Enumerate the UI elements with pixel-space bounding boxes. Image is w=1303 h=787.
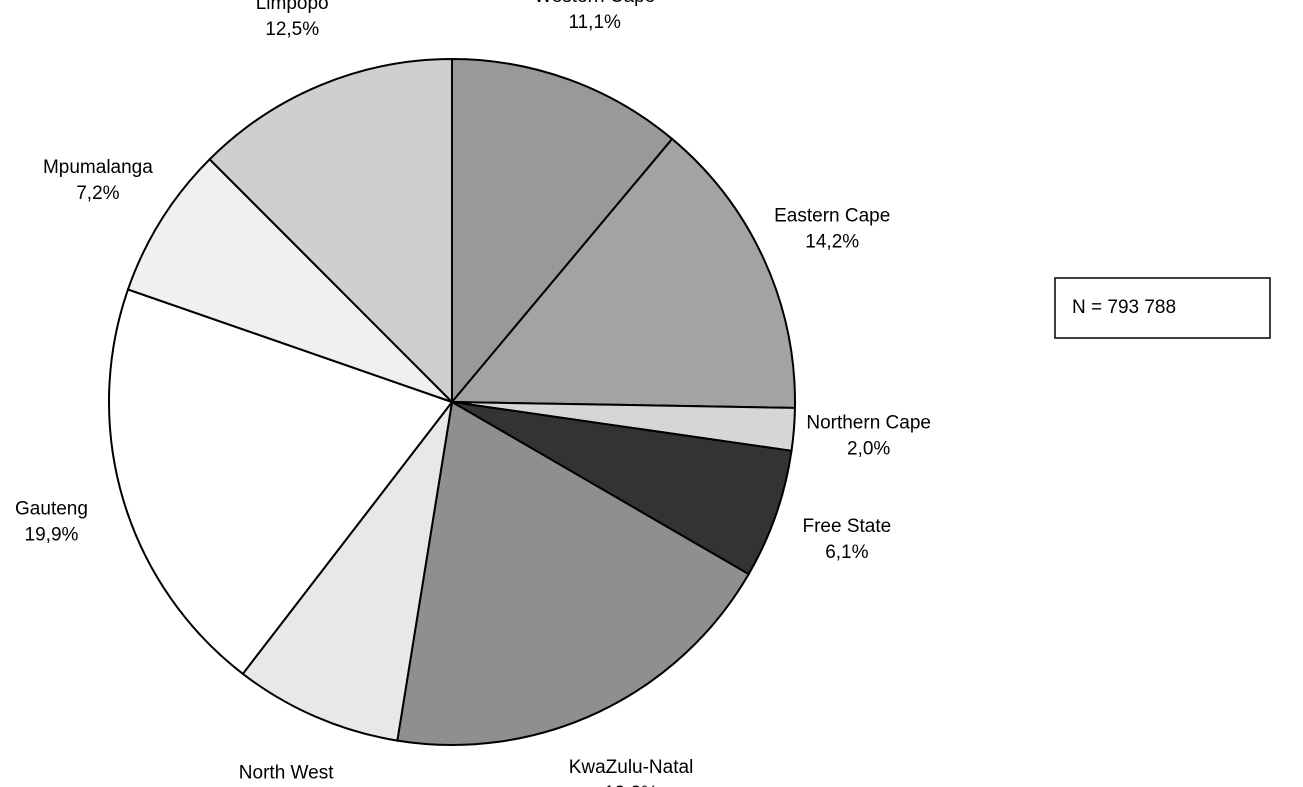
slice-label: Limpopo <box>256 0 329 14</box>
slice-label: Free State <box>803 516 892 537</box>
pie-slice <box>396 400 751 746</box>
slice-value-label: 6,1% <box>825 542 868 563</box>
slice-value-label: 7,2% <box>76 183 119 204</box>
slice-label: Gauteng <box>15 499 88 520</box>
annotation-box <box>1054 277 1271 339</box>
slice-label: North West <box>239 763 334 784</box>
slice-label: Western Cape <box>534 0 655 7</box>
slice-value-label: 19,9% <box>25 525 79 546</box>
slice-label: Mpumalanga <box>43 157 153 178</box>
slice-label: Eastern Cape <box>774 205 890 226</box>
slice-value-label: 12,5% <box>265 19 319 40</box>
pie-slice <box>208 57 453 405</box>
pie-slice <box>449 137 796 409</box>
pie-slice <box>241 401 453 742</box>
pie-slice <box>451 57 674 405</box>
slice-label: KwaZulu-Natal <box>569 757 694 778</box>
pie-slice <box>451 401 793 576</box>
slice-value-label: 19,2% <box>604 783 658 787</box>
slice-value-label: 14,2% <box>805 231 859 252</box>
pie-slice <box>126 157 453 403</box>
slice-value-label: 11,1% <box>568 12 621 33</box>
slice-value-label: 2,0% <box>847 438 890 459</box>
pie-slice <box>108 288 454 676</box>
slice-label: Northern Cape <box>806 412 931 433</box>
annotation: N = 793 788 <box>1072 297 1176 318</box>
